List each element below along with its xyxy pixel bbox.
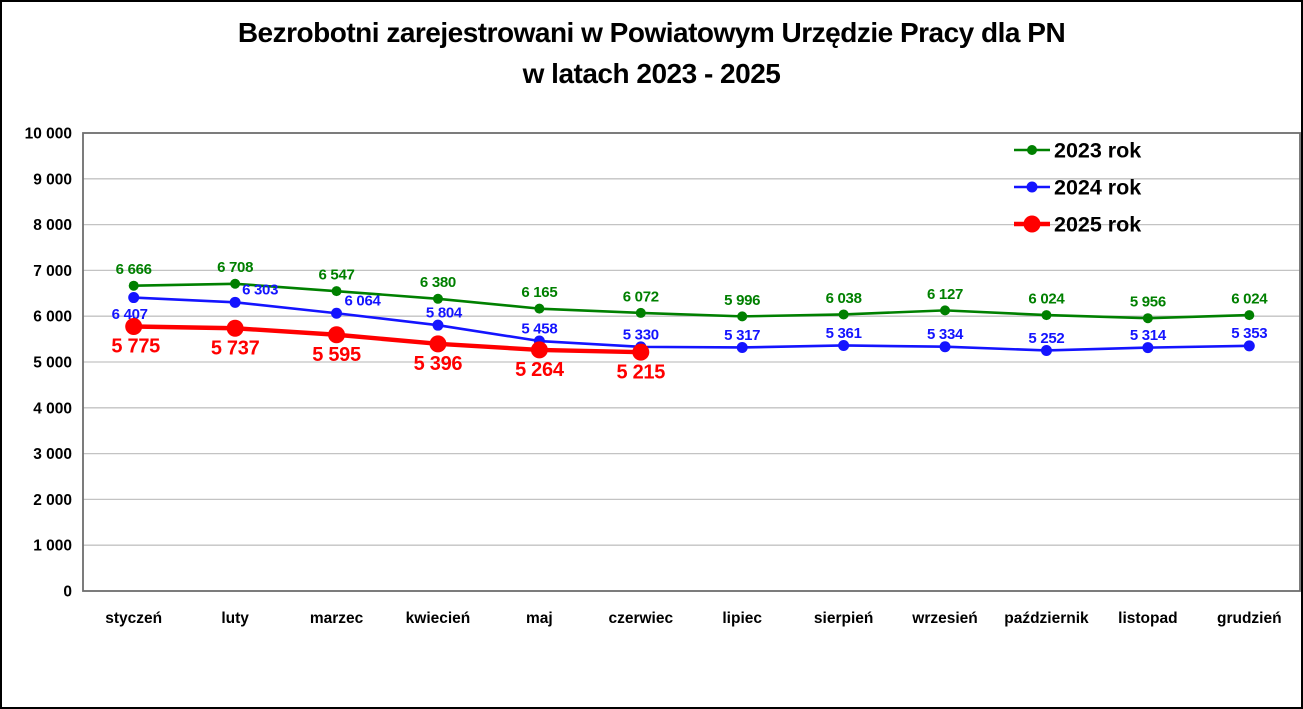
data-point-2023-rok-sierpień (838, 309, 849, 320)
x-axis-label-kwiecień: kwiecień (406, 610, 471, 627)
data-label-2024-rok-grudzień: 5 353 (1231, 325, 1267, 342)
x-axis-label-maj: maj (526, 610, 553, 627)
data-point-2023-rok-grudzień (1244, 310, 1255, 321)
x-axis-label-wrzesień: wrzesień (911, 610, 977, 627)
data-label-2025-rok-kwiecień: 5 396 (414, 353, 463, 375)
data-label-2025-rok-styczeń: 5 775 (111, 336, 160, 358)
data-label-2024-rok-kwiecień: 5 804 (426, 305, 463, 322)
y-axis-label-2000: 2 000 (33, 492, 72, 509)
y-axis-label-6000: 6 000 (33, 309, 72, 326)
data-point-2024-rok-listopad (1142, 342, 1154, 354)
data-label-2025-rok-maj: 5 264 (515, 359, 565, 381)
data-label-2023-rok-marzec: 6 547 (319, 267, 355, 284)
legend-label-2024-rok: 2024 rok (1054, 176, 1141, 200)
data-label-2023-rok-wrzesień: 6 127 (927, 286, 963, 303)
data-point-2023-rok-lipiec (737, 311, 748, 322)
data-label-2024-rok-wrzesień: 5 334 (927, 326, 964, 343)
data-label-2023-rok-grudzień: 6 024 (1231, 291, 1268, 308)
data-label-2025-rok-luty: 5 737 (211, 337, 260, 359)
data-point-2025-rok-kwiecień (429, 335, 447, 353)
x-axis-label-marzec: marzec (310, 610, 364, 627)
data-label-2023-rok-październik: 6 024 (1028, 291, 1065, 308)
data-label-2023-rok-styczeń: 6 666 (116, 261, 152, 278)
y-axis-label-9000: 9 000 (33, 171, 72, 188)
data-label-2024-rok-styczeń: 6 407 (112, 306, 148, 323)
y-axis-label-8000: 8 000 (33, 217, 72, 234)
data-point-2024-rok-styczeń (128, 292, 140, 304)
legend-marker-2023-rok (1027, 145, 1037, 155)
data-point-2023-rok-kwiecień (432, 293, 443, 304)
data-label-2024-rok-marzec: 6 064 (345, 293, 382, 310)
legend-item-2024-rok: 2024 rok (1014, 176, 1141, 200)
data-point-2024-rok-luty (229, 296, 241, 308)
data-label-2024-rok-październik: 5 252 (1028, 330, 1064, 347)
legend-label-2023-rok: 2023 rok (1054, 139, 1141, 163)
legend-item-2023-rok: 2023 rok (1014, 139, 1141, 163)
data-point-2023-rok-maj (534, 303, 545, 314)
data-point-2025-rok-styczeń (125, 318, 143, 336)
data-point-2023-rok-luty (230, 278, 241, 289)
data-label-2023-rok-czerwiec: 6 072 (623, 288, 659, 305)
data-label-2023-rok-maj: 6 165 (521, 284, 557, 301)
data-label-2024-rok-sierpień: 5 361 (826, 325, 862, 342)
data-point-2024-rok-marzec (331, 307, 343, 319)
data-point-2025-rok-maj (530, 341, 548, 359)
legend-item-2025-rok: 2025 rok (1014, 213, 1141, 237)
data-point-2024-rok-grudzień (1243, 340, 1255, 352)
x-axis-label-sierpień: sierpień (814, 610, 873, 627)
x-axis-label-grudzień: grudzień (1217, 610, 1282, 627)
series-line-2025-rok (131, 324, 643, 355)
data-label-2024-rok-maj: 5 458 (521, 320, 557, 337)
data-label-2024-rok-luty: 6 303 (242, 282, 278, 299)
data-point-2024-rok-kwiecień (432, 319, 444, 331)
chart-title-line1: Bezrobotni zarejestrowani w Powiatowym U… (237, 17, 1066, 48)
data-point-2023-rok-październik (1041, 310, 1052, 321)
data-point-2023-rok-wrzesień (940, 305, 951, 316)
data-label-2024-rok-listopad: 5 314 (1130, 327, 1167, 344)
data-label-2023-rok-lipiec: 5 996 (724, 292, 760, 309)
legend-label-2025-rok: 2025 rok (1054, 213, 1141, 237)
data-point-2025-rok-czerwiec (632, 343, 650, 361)
y-axis-label-4000: 4 000 (33, 400, 72, 417)
chart-title: Bezrobotni zarejestrowani w Powiatowym U… (2, 12, 1301, 94)
data-label-2024-rok-lipiec: 5 317 (724, 327, 760, 344)
chart-title-line2: w latach 2023 - 2025 (522, 58, 781, 89)
data-point-2024-rok-wrzesień (939, 341, 951, 353)
y-axis-label-10000: 10 000 (25, 126, 72, 143)
x-axis-label-styczeń: styczeń (105, 610, 162, 627)
y-axis-label-7000: 7 000 (33, 263, 72, 280)
data-point-2023-rok-czerwiec (635, 307, 646, 318)
data-label-2023-rok-kwiecień: 6 380 (420, 274, 456, 291)
data-label-2025-rok-marzec: 5 595 (312, 344, 361, 366)
data-point-2023-rok-listopad (1142, 313, 1153, 324)
y-axis-label-5000: 5 000 (33, 355, 72, 372)
y-axis-label-3000: 3 000 (33, 446, 72, 463)
plot-border (82, 132, 1301, 592)
y-axis-label-1000: 1 000 (33, 538, 72, 555)
data-point-2025-rok-luty (226, 319, 244, 337)
x-axis-label-październik: październik (1004, 610, 1089, 627)
y-axis-label-0: 0 (63, 584, 72, 601)
x-axis-label-listopad: listopad (1118, 610, 1177, 627)
data-label-2023-rok-listopad: 5 956 (1130, 294, 1166, 311)
data-point-2025-rok-marzec (328, 326, 346, 344)
data-point-2023-rok-styczeń (128, 280, 139, 291)
x-axis-label-luty: luty (221, 610, 249, 627)
series-line-2023-rok (132, 282, 1251, 320)
legend-marker-2025-rok (1023, 215, 1041, 233)
x-axis-label-czerwiec: czerwiec (608, 610, 673, 627)
data-label-2024-rok-czerwiec: 5 330 (623, 326, 659, 343)
data-label-2025-rok-czerwiec: 5 215 (617, 361, 666, 383)
data-point-2024-rok-lipiec (736, 341, 748, 353)
data-point-2024-rok-październik (1040, 344, 1052, 356)
data-point-2024-rok-sierpień (838, 339, 850, 351)
data-label-2023-rok-luty: 6 708 (217, 259, 253, 276)
data-label-2023-rok-sierpień: 6 038 (826, 290, 862, 307)
data-point-2023-rok-marzec (331, 286, 342, 297)
series-line-2024-rok (132, 296, 1251, 352)
x-axis-label-lipiec: lipiec (722, 610, 762, 627)
legend-marker-2024-rok (1026, 181, 1038, 193)
